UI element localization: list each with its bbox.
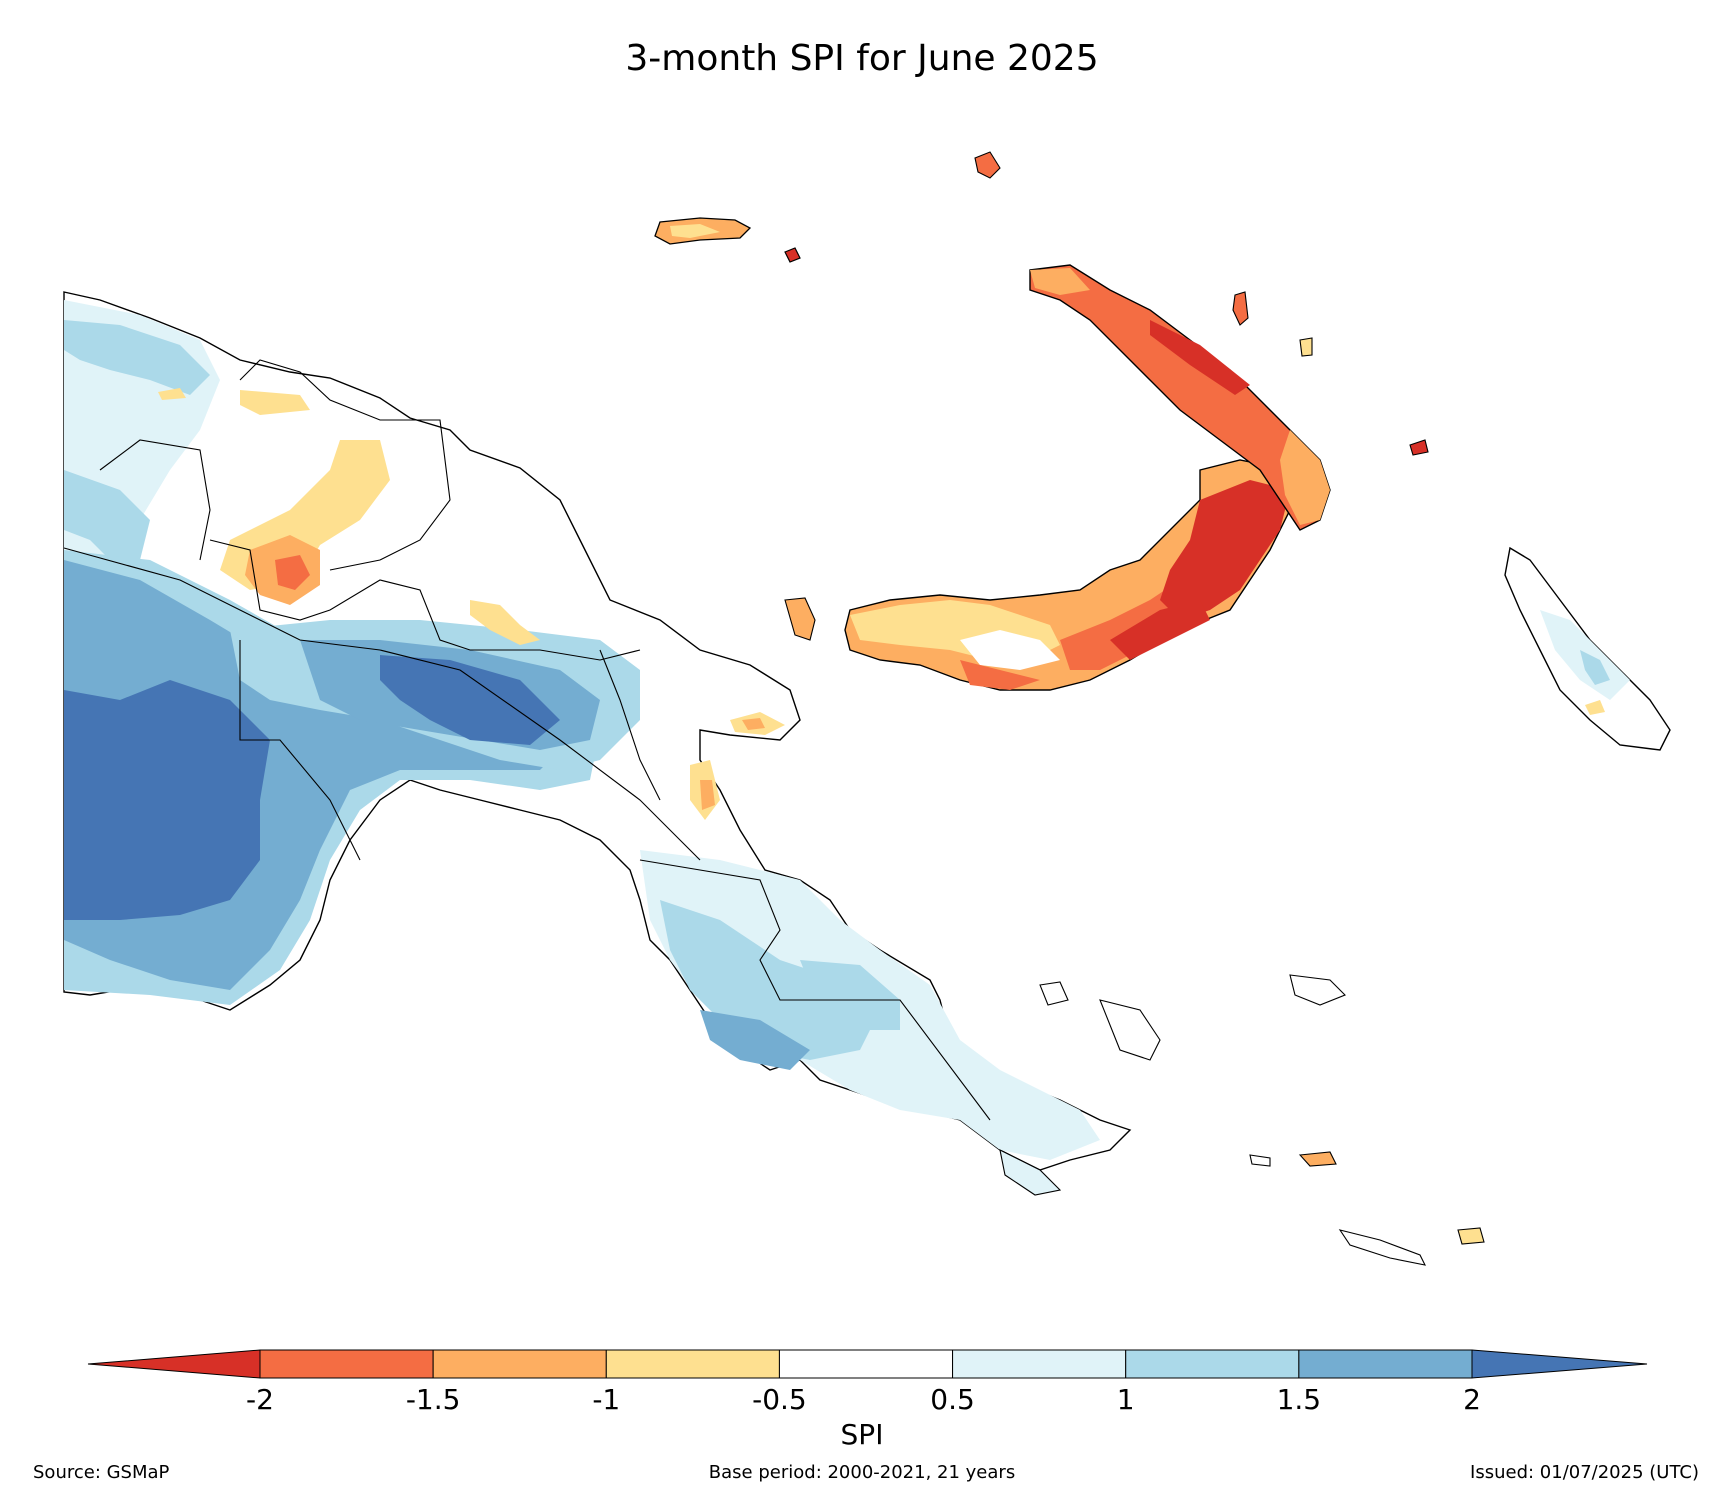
island: [1289, 974, 1346, 1006]
spi-patch: [275, 555, 310, 590]
colorbar-extend-high: [1471, 1349, 1648, 1379]
spi-patch: [742, 718, 765, 730]
colorbar-label: SPI: [840, 1418, 884, 1451]
province-border: [239, 359, 451, 571]
colorbar-tick-label: 0.5: [930, 1383, 975, 1416]
colorbar-segment: [952, 1349, 1127, 1379]
spi-patch: [1110, 600, 1210, 660]
spi-patch: [1160, 480, 1290, 620]
island: [974, 151, 1001, 179]
colorbar-tick-label: -2: [246, 1383, 274, 1416]
colorbar-tick-label: -0.5: [752, 1383, 807, 1416]
manus: [654, 217, 801, 263]
manus-east: [784, 247, 801, 263]
spi-patch: [800, 960, 900, 1030]
island: [1409, 439, 1429, 456]
spi-patch: [960, 630, 1060, 670]
spi-patch: [1030, 268, 1090, 295]
source-note: Source: GSMaP: [33, 1462, 170, 1483]
new-ireland-outline: [1029, 264, 1331, 531]
colorbar-segment: [259, 1349, 434, 1379]
province-border: [63, 547, 701, 861]
province-border: [99, 439, 211, 561]
spi-patch: [470, 600, 540, 645]
spi-patch: [670, 224, 720, 238]
province-border: [639, 859, 991, 1121]
island: [1338, 1229, 1426, 1266]
colorbar-segment: [1298, 1349, 1473, 1379]
small-islands: [784, 151, 1485, 1266]
spi-patch: [960, 660, 1040, 690]
spi-patch: [1150, 320, 1250, 395]
colorbar-segment: [605, 1349, 780, 1379]
mainland-spi-fill: [64, 300, 1100, 1160]
colorbar-tick-label: 1: [1116, 1383, 1135, 1416]
island: [1099, 999, 1161, 1061]
bougainville: [1504, 546, 1671, 751]
island: [1232, 291, 1249, 326]
spi-patch: [700, 1010, 810, 1070]
base-period-note: Base period: 2000-2021, 21 years: [708, 1462, 1016, 1483]
island: [1298, 1151, 1337, 1167]
spi-map: [63, 151, 1671, 1266]
spi-patch: [64, 680, 270, 920]
colorbar-tick-label: -1: [592, 1383, 621, 1416]
island: [784, 597, 816, 641]
colorbar-tick-label: 1.5: [1276, 1383, 1322, 1416]
island: [1039, 981, 1069, 1006]
province-border: [209, 539, 641, 661]
colorbar-segment: [1125, 1349, 1300, 1379]
island: [1457, 1227, 1485, 1245]
island: [1249, 1154, 1271, 1167]
spi-patch: [700, 780, 715, 810]
spi-patch: [1580, 650, 1610, 685]
issued-note: Issued: 01/07/2025 (UTC): [1470, 1462, 1699, 1483]
colorbar-segment: [778, 1349, 954, 1379]
province-border: [239, 640, 361, 861]
spi-patch: [1280, 430, 1330, 525]
spi-patch: [240, 390, 310, 415]
spi-patch: [1585, 700, 1605, 715]
island: [999, 1149, 1062, 1196]
province-borders: [63, 359, 991, 1121]
colorbar-tick-label: 2: [1463, 1383, 1481, 1416]
colorbar-tick-label: -1.5: [405, 1383, 461, 1416]
spi-patch: [158, 388, 186, 400]
colorbar-segment: [432, 1349, 607, 1379]
new-ireland: [1029, 264, 1331, 531]
map-title: 3-month SPI for June 2025: [625, 38, 1099, 79]
island: [1299, 337, 1313, 357]
new-britain: [844, 459, 1291, 691]
spi-patch: [64, 320, 210, 395]
spi-patch: [64, 470, 150, 560]
spi-patch: [380, 655, 560, 745]
province-border: [599, 649, 661, 801]
colorbar-extend-low: [87, 1349, 261, 1379]
